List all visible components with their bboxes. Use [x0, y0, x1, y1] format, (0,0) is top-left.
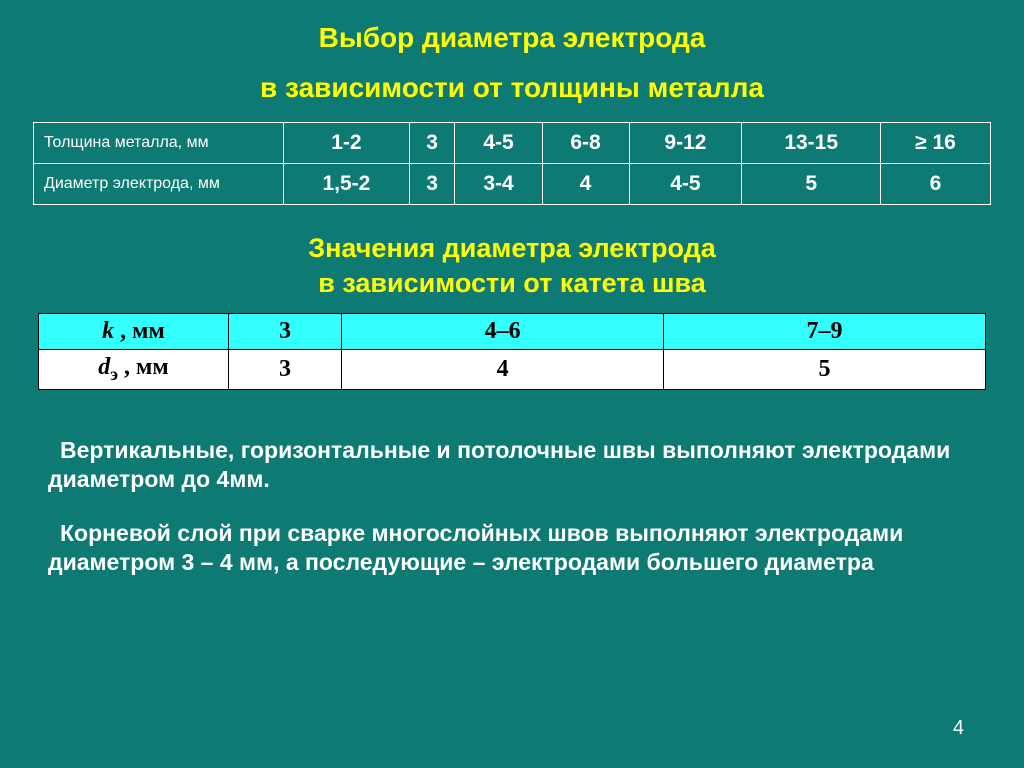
table-cell: 3: [409, 164, 455, 205]
table-cell: 4–6: [342, 314, 664, 350]
leg-electrode-table: k , мм 3 4–6 7–9 dэ , мм 3 4 5: [38, 313, 986, 390]
table-cell: 3-4: [455, 164, 542, 205]
title-line-2: в зависимости от толщины металла: [0, 54, 1024, 122]
table-cell: 9-12: [629, 123, 742, 164]
table-cell: 3: [229, 350, 342, 390]
table-cell: ≥ 16: [881, 123, 991, 164]
table-cell: 13-15: [742, 123, 881, 164]
paragraph-text: Вертикальные, горизонтальные и потолочны…: [48, 437, 950, 492]
thickness-electrode-table: Толщина металла, мм 1-2 3 4-5 6-8 9-12 1…: [33, 122, 991, 205]
page-number: 4: [953, 717, 964, 740]
row-label: k , мм: [39, 314, 229, 350]
table-row: k , мм 3 4–6 7–9: [39, 314, 986, 350]
row-label: Диаметр электрода, мм: [34, 164, 284, 205]
table-row: Диаметр электрода, мм 1,5-2 3 3-4 4 4-5 …: [34, 164, 991, 205]
row-label: dэ , мм: [39, 350, 229, 390]
paragraph-text: Корневой слой при сварке многослойных шв…: [48, 520, 903, 575]
row-label: Толщина металла, мм: [34, 123, 284, 164]
subtitle-line-2: в зависимости от катета шва: [0, 264, 1024, 313]
subtitle-line-1: Значения диаметра электрода: [0, 205, 1024, 264]
table-cell: 4-5: [629, 164, 742, 205]
paragraph-1: Вертикальные, горизонтальные и потолочны…: [0, 390, 1024, 494]
table-cell: 6-8: [542, 123, 629, 164]
table-cell: 5: [664, 350, 986, 390]
table-cell: 3: [229, 314, 342, 350]
table-cell: 4: [542, 164, 629, 205]
table-cell: 3: [409, 123, 455, 164]
table-cell: 6: [881, 164, 991, 205]
table-cell: 1,5-2: [284, 164, 410, 205]
table-row: dэ , мм 3 4 5: [39, 350, 986, 390]
paragraph-2: Корневой слой при сварке многослойных шв…: [0, 493, 1024, 577]
table-row: Толщина металла, мм 1-2 3 4-5 6-8 9-12 1…: [34, 123, 991, 164]
table-cell: 7–9: [664, 314, 986, 350]
table-cell: 1-2: [284, 123, 410, 164]
table-cell: 4-5: [455, 123, 542, 164]
table-cell: 5: [742, 164, 881, 205]
table-cell: 4: [342, 350, 664, 390]
title-line-1: Выбор диаметра электрода: [0, 0, 1024, 54]
